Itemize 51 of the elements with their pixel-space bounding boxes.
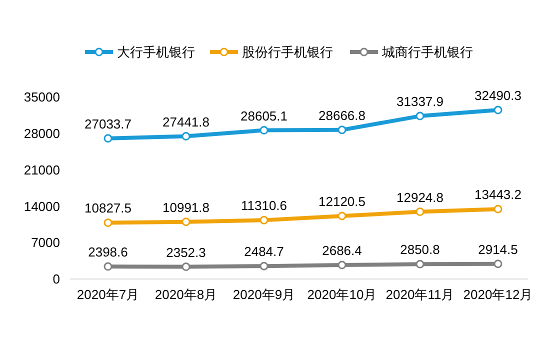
point bbox=[260, 262, 268, 270]
y-tick-label: 7000 bbox=[31, 235, 60, 250]
data-label: 28666.8 bbox=[318, 108, 366, 123]
x-tick-label: 2020年12月 bbox=[463, 287, 533, 302]
y-tick-label: 21000 bbox=[24, 162, 60, 178]
x-tick-label: 2020年8月 bbox=[154, 287, 218, 302]
data-label: 2398.6 bbox=[88, 244, 128, 260]
data-label: 10991.8 bbox=[162, 200, 210, 215]
point bbox=[182, 218, 190, 226]
point bbox=[494, 106, 502, 114]
data-label: 2352.3 bbox=[166, 244, 206, 260]
data-label: 11310.6 bbox=[240, 198, 288, 214]
legend-label: 股份行手机银行 bbox=[242, 44, 333, 60]
point bbox=[260, 216, 268, 224]
point bbox=[416, 112, 424, 120]
point bbox=[104, 262, 112, 271]
point bbox=[338, 260, 346, 270]
data-label: 12924.8 bbox=[396, 190, 444, 205]
point bbox=[416, 208, 424, 216]
data-label: 28605.1 bbox=[240, 108, 288, 124]
data-label: 27033.7 bbox=[84, 116, 132, 132]
legend-label: 大行手机银行 bbox=[117, 44, 195, 60]
x-tick-label: 2020年7月 bbox=[76, 287, 140, 302]
data-label: 31337.9 bbox=[396, 94, 444, 110]
y-tick-label: 28000 bbox=[24, 126, 60, 141]
point bbox=[182, 262, 190, 272]
legend-label: 城商行手机银行 bbox=[381, 44, 473, 60]
data-label: 13443.2 bbox=[474, 187, 522, 202]
point bbox=[104, 134, 112, 143]
point bbox=[338, 212, 346, 220]
data-label: 2850.8 bbox=[400, 242, 440, 258]
point bbox=[182, 132, 190, 141]
y-tick-label: 0 bbox=[52, 272, 60, 287]
data-label: 12120.5 bbox=[318, 194, 366, 209]
y-tick-label: 35000 bbox=[24, 90, 60, 105]
data-label: 10827.5 bbox=[84, 200, 132, 216]
data-label: 32490.3 bbox=[474, 88, 522, 104]
point bbox=[260, 126, 268, 135]
x-tick-label: 2020年9月 bbox=[232, 287, 296, 302]
point bbox=[338, 126, 346, 134]
point bbox=[104, 218, 112, 227]
data-label: 2914.5 bbox=[478, 242, 518, 257]
data-label: 2484.7 bbox=[244, 244, 284, 260]
point bbox=[494, 204, 502, 214]
data-label: 27441.8 bbox=[162, 114, 210, 130]
x-tick-label: 2020年10月 bbox=[307, 287, 377, 302]
x-tick-label: 2020年11月 bbox=[386, 287, 454, 302]
point bbox=[494, 260, 502, 268]
y-tick-label: 14000 bbox=[24, 198, 60, 214]
point bbox=[416, 260, 424, 268]
data-label: 2686.4 bbox=[322, 243, 362, 258]
